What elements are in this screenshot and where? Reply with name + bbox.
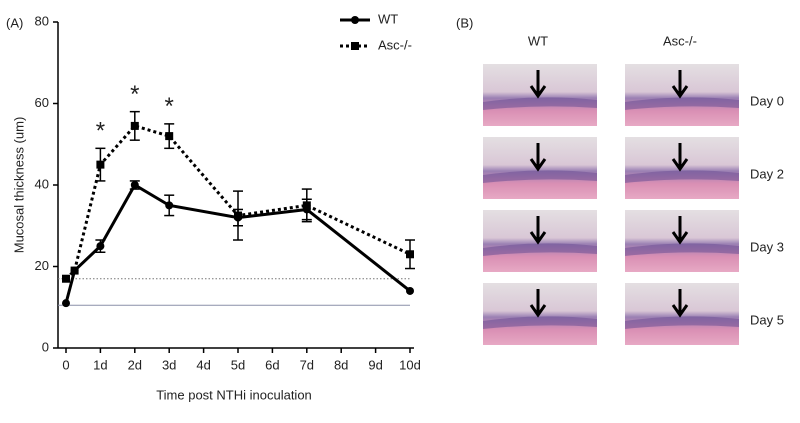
arrow-head: [671, 304, 689, 318]
marker: [130, 121, 139, 130]
tissue-layer: [483, 97, 597, 110]
panel-label: (A): [6, 15, 23, 30]
row-label: Day 0: [750, 93, 784, 108]
arrow-head: [529, 304, 547, 318]
series-line: [64, 124, 411, 280]
x-tick-label: 9d: [368, 357, 382, 372]
tissue-layer: [625, 316, 739, 329]
tissue-layer: [483, 243, 597, 256]
marker: [165, 201, 174, 210]
marker: [406, 250, 414, 259]
row-label: Day 5: [750, 312, 784, 327]
annotation: *: [96, 118, 105, 145]
x-tick-label: 10d: [399, 357, 421, 372]
y-tick-label: 80: [35, 13, 49, 28]
x-tick-label: 2d: [128, 357, 142, 372]
legend-marker: [351, 42, 359, 50]
marker: [62, 274, 70, 283]
tissue-layer: [483, 316, 597, 329]
marker: [96, 242, 105, 251]
panel-label: (B): [456, 15, 473, 30]
x-tick-label: 1d: [93, 357, 107, 372]
legend-label: WT: [378, 11, 398, 26]
marker: [70, 266, 79, 275]
annotation: *: [165, 93, 174, 120]
arrow-head: [529, 158, 547, 172]
y-axis-label: Mucosal thickness (um): [11, 117, 26, 254]
legend-marker: [351, 16, 359, 24]
x-tick-label: 3d: [162, 357, 176, 372]
arrow-head: [529, 85, 547, 99]
arrow-head: [671, 231, 689, 245]
x-tick-label: 0: [62, 357, 69, 372]
tissue-layer: [625, 243, 739, 256]
marker: [165, 132, 174, 141]
y-tick-label: 0: [42, 339, 49, 354]
arrow-head: [529, 231, 547, 245]
marker: [302, 201, 311, 210]
y-tick-label: 60: [35, 95, 49, 110]
y-tick-label: 20: [35, 258, 49, 273]
x-tick-label: 7d: [300, 357, 314, 372]
marker: [130, 181, 139, 189]
tissue-layer: [625, 170, 739, 183]
arrow-head: [671, 158, 689, 172]
x-tick-label: 8d: [334, 357, 348, 372]
series-line: [64, 182, 411, 304]
y-tick-label: 40: [35, 176, 49, 191]
marker: [406, 286, 414, 295]
row-label: Day 2: [750, 166, 784, 181]
column-label: WT: [528, 33, 548, 48]
column-label: Asc-/-: [663, 33, 697, 48]
marker: [234, 211, 242, 220]
x-tick-label: 4d: [196, 357, 210, 372]
marker: [62, 299, 70, 308]
tissue-layer: [483, 170, 597, 183]
tissue-layer: [625, 97, 739, 110]
x-tick-label: 6d: [265, 357, 279, 372]
row-label: Day 3: [750, 239, 784, 254]
annotation: *: [130, 81, 139, 108]
x-axis-label: Time post NTHi inoculation: [156, 387, 312, 402]
marker: [96, 160, 105, 169]
legend-label: Asc-/-: [378, 37, 412, 52]
arrow-head: [671, 85, 689, 99]
x-tick-label: 5d: [231, 357, 245, 372]
